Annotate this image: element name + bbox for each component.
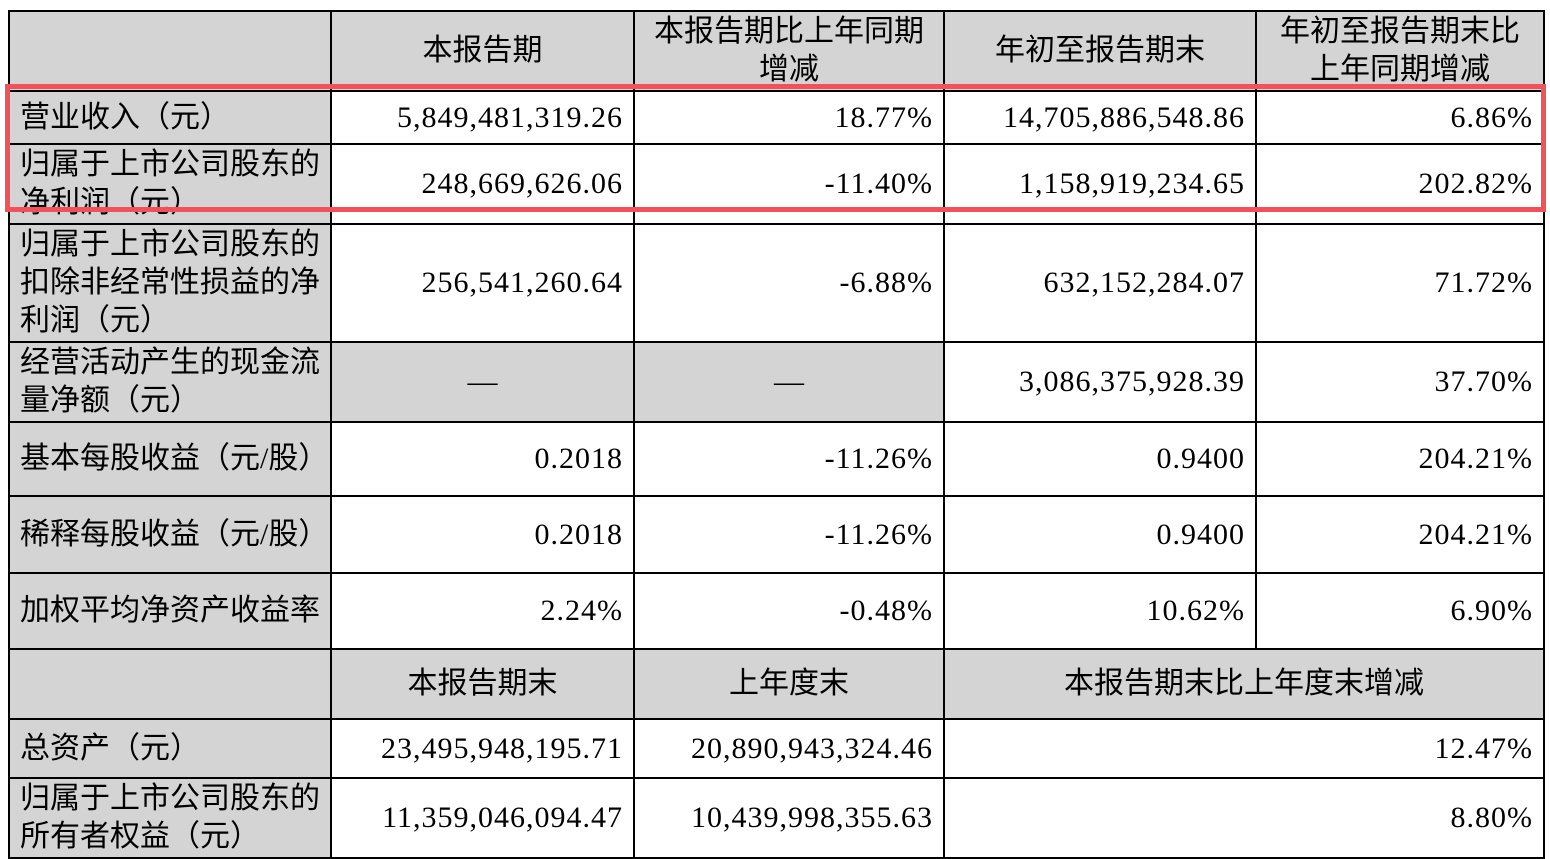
row-label-diluted-eps: 稀释每股收益（元/股） xyxy=(8,495,332,574)
header-yoy-change: 本报告期比上年同期增减 xyxy=(633,10,945,92)
row-label-net-profit-attributable: 归属于上市公司股东的净利润（元） xyxy=(8,143,332,225)
row-label-operating-cash-flow: 经营活动产生的现金流量净额（元） xyxy=(8,341,332,423)
cell-diluted-eps-ytd: 0.9400 xyxy=(943,495,1257,574)
header-period-end-change: 本报告期末比上年度末增减 xyxy=(943,648,1545,720)
cell-roe-yoy: -0.48% xyxy=(633,572,945,650)
cell-net-profit-yoy: -11.40% xyxy=(633,143,945,225)
row-label-weighted-avg-roe: 加权平均净资产收益率 xyxy=(8,572,332,650)
cell-basic-eps-ytd: 0.9400 xyxy=(943,421,1257,497)
cell-cash-flow-yoy-dash: — xyxy=(633,341,945,423)
header-current-period: 本报告期 xyxy=(330,10,635,92)
cell-cash-flow-current-dash: — xyxy=(330,341,635,423)
header-prior-year-end: 上年度末 xyxy=(633,648,945,720)
row-label-net-profit-excl-nonrecurring: 归属于上市公司股东的扣除非经常性损益的净利润（元） xyxy=(8,223,332,343)
cell-equity-period-end: 11,359,046,094.47 xyxy=(330,777,635,859)
cell-basic-eps-current: 0.2018 xyxy=(330,421,635,497)
cell-diluted-eps-current: 0.2018 xyxy=(330,495,635,574)
row-label-total-assets: 总资产（元） xyxy=(8,718,332,779)
cell-net-profit-ytd-yoy: 202.82% xyxy=(1255,143,1545,225)
header-ytd-yoy-change: 年初至报告期末比上年同期增减 xyxy=(1255,10,1545,92)
section2-header-row: 本报告期末 上年度末 本报告期末比上年度末增减 xyxy=(8,648,1545,720)
cell-excl-nonrecurring-yoy: -6.88% xyxy=(633,223,945,343)
cell-equity-prior-year-end: 10,439,998,355.63 xyxy=(633,777,945,859)
table-row-total-assets: 总资产（元） 23,495,948,195.71 20,890,943,324.… xyxy=(8,718,1545,779)
row-label-basic-eps: 基本每股收益（元/股） xyxy=(8,421,332,497)
cell-operating-revenue-ytd-yoy: 6.86% xyxy=(1255,90,1545,145)
cell-net-profit-ytd: 1,158,919,234.65 xyxy=(943,143,1257,225)
cell-total-assets-change: 12.47% xyxy=(943,718,1545,779)
cell-operating-revenue-yoy: 18.77% xyxy=(633,90,945,145)
row-label-equity-attributable: 归属于上市公司股东的所有者权益（元） xyxy=(8,777,332,859)
cell-basic-eps-ytd-yoy: 204.21% xyxy=(1255,421,1545,497)
financial-summary-table: 本报告期 本报告期比上年同期增减 年初至报告期末 年初至报告期末比上年同期增减 … xyxy=(8,10,1545,859)
cell-diluted-eps-yoy: -11.26% xyxy=(633,495,945,574)
cell-cash-flow-ytd-yoy: 37.70% xyxy=(1255,341,1545,423)
cell-operating-revenue-current: 5,849,481,319.26 xyxy=(330,90,635,145)
table-row-operating-cash-flow: 经营活动产生的现金流量净额（元） — — 3,086,375,928.39 37… xyxy=(8,341,1545,423)
cell-roe-ytd: 10.62% xyxy=(943,572,1257,650)
table-row-equity-attributable: 归属于上市公司股东的所有者权益（元） 11,359,046,094.47 10,… xyxy=(8,777,1545,859)
cell-roe-current: 2.24% xyxy=(330,572,635,650)
cell-net-profit-current: 248,669,626.06 xyxy=(330,143,635,225)
cell-operating-revenue-ytd: 14,705,886,548.86 xyxy=(943,90,1257,145)
cell-roe-ytd-yoy: 6.90% xyxy=(1255,572,1545,650)
cell-excl-nonrecurring-ytd: 632,152,284.07 xyxy=(943,223,1257,343)
table-row-net-profit-attributable: 归属于上市公司股东的净利润（元） 248,669,626.06 -11.40% … xyxy=(8,143,1545,225)
table-row-net-profit-excl-nonrecurring: 归属于上市公司股东的扣除非经常性损益的净利润（元） 256,541,260.64… xyxy=(8,223,1545,343)
section1-header-row: 本报告期 本报告期比上年同期增减 年初至报告期末 年初至报告期末比上年同期增减 xyxy=(8,10,1545,92)
table-row-operating-revenue: 营业收入（元） 5,849,481,319.26 18.77% 14,705,8… xyxy=(8,90,1545,145)
table-row-diluted-eps: 稀释每股收益（元/股） 0.2018 -11.26% 0.9400 204.21… xyxy=(8,495,1545,574)
cell-total-assets-prior-year-end: 20,890,943,324.46 xyxy=(633,718,945,779)
row-label-operating-revenue: 营业收入（元） xyxy=(8,90,332,145)
header-period-end: 本报告期末 xyxy=(330,648,635,720)
table-row-basic-eps: 基本每股收益（元/股） 0.2018 -11.26% 0.9400 204.21… xyxy=(8,421,1545,497)
table-row-weighted-avg-roe: 加权平均净资产收益率 2.24% -0.48% 10.62% 6.90% xyxy=(8,572,1545,650)
cell-equity-change: 8.80% xyxy=(943,777,1545,859)
cell-excl-nonrecurring-ytd-yoy: 71.72% xyxy=(1255,223,1545,343)
header-ytd: 年初至报告期末 xyxy=(943,10,1257,92)
cell-diluted-eps-ytd-yoy: 204.21% xyxy=(1255,495,1545,574)
header-blank xyxy=(8,10,332,92)
cell-cash-flow-ytd: 3,086,375,928.39 xyxy=(943,341,1257,423)
header2-blank xyxy=(8,648,332,720)
cell-excl-nonrecurring-current: 256,541,260.64 xyxy=(330,223,635,343)
cell-total-assets-period-end: 23,495,948,195.71 xyxy=(330,718,635,779)
cell-basic-eps-yoy: -11.26% xyxy=(633,421,945,497)
